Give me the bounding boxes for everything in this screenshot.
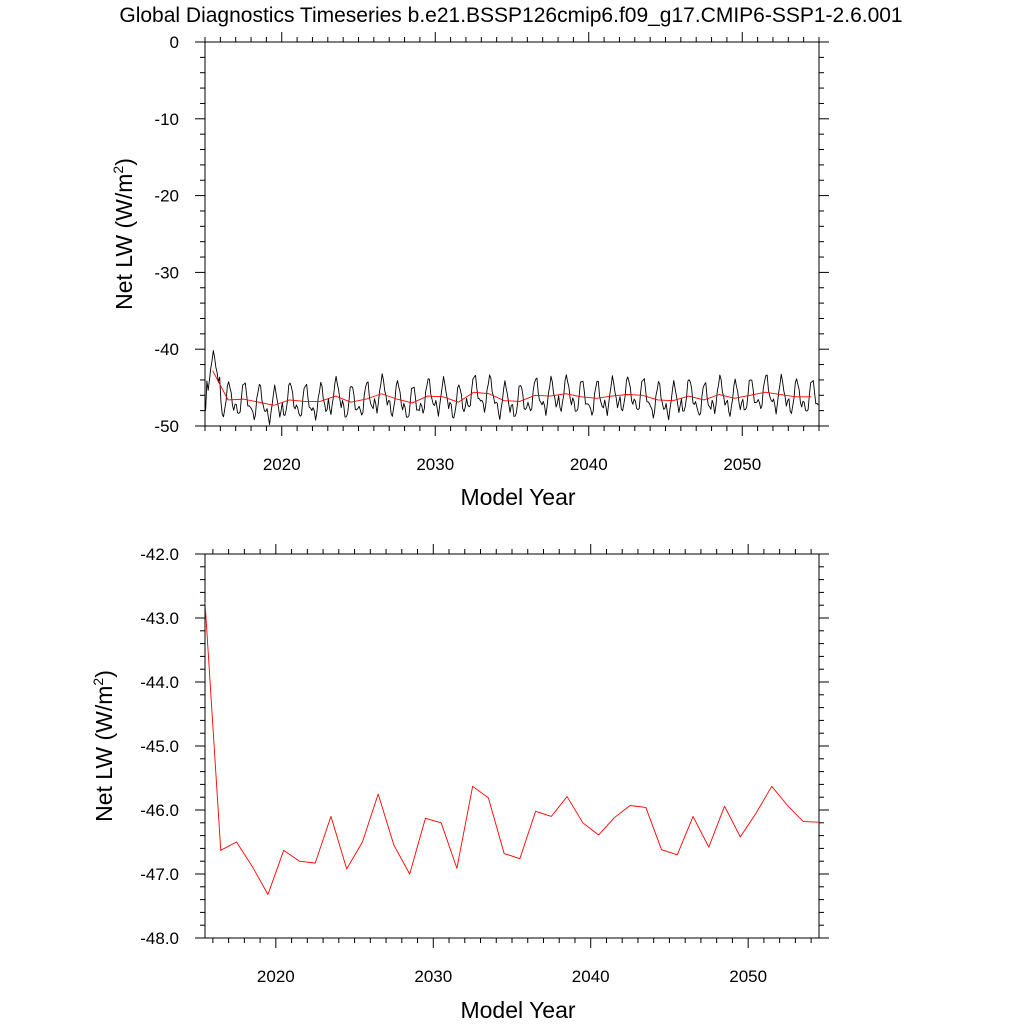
top-y-tick-label: 0 (170, 33, 179, 52)
top-panel: 2020 2030 2040 2050 0 -10 -20 -30 -40 -50 Model Ye… (110, 32, 829, 510)
bottom-x-axis-label: Model Year (460, 997, 575, 1023)
top-x-tick-label: 2050 (723, 455, 761, 474)
chart-title: Global Diagnostics Timeseries b.e21.BSSP… (119, 4, 902, 27)
bottom-y-axis-label-sup: 2 (90, 678, 106, 686)
bottom-y-axis-label: Net LW (W/m2) (90, 670, 117, 822)
bottom-x-tick-label: 2020 (257, 967, 295, 986)
bottom-x-tick-label: 2030 (414, 967, 452, 986)
top-y-tick-label: -50 (154, 417, 179, 436)
top-plot-frame (204, 41, 820, 427)
bottom-plot-frame (204, 553, 820, 939)
bottom-y-tick-label: -48.0 (140, 929, 179, 948)
bottom-y-tick-label: -43.0 (140, 609, 179, 628)
bottom-x-tick-label: 2050 (729, 967, 767, 986)
top-x-tick-label: 2020 (263, 455, 301, 474)
top-y-tick-label: -10 (154, 110, 179, 129)
top-y-axis-label-sup: 2 (110, 166, 126, 174)
bottom-panel: 2020 2030 2040 2050 -42.0 -43.0 -44.0 -45.0 -46.… (90, 544, 829, 1023)
bottom-x-tick-label: 2040 (572, 967, 610, 986)
top-y-tick-label: -20 (154, 187, 179, 206)
bottom-y-axis-label-main: Net LW (W/m (91, 686, 117, 822)
top-y-axis-label: Net LW (W/m2) (110, 158, 137, 310)
top-y-tick-label: -40 (154, 340, 179, 359)
top-y-tick-label: -30 (154, 263, 179, 282)
bottom-y-tick-label: -46.0 (140, 801, 179, 820)
bottom-series-line-annual-mean (205, 601, 819, 895)
bottom-y-tick-label: -47.0 (140, 865, 179, 884)
bottom-y-axis-label-close: ) (91, 670, 117, 678)
top-x-tick-label: 2030 (416, 455, 454, 474)
bottom-y-tick-label: -42.0 (140, 545, 179, 564)
top-x-tick-label: 2040 (570, 455, 608, 474)
bottom-y-tick-label: -45.0 (140, 737, 179, 756)
bottom-y-tick-label: -44.0 (140, 673, 179, 692)
top-y-axis-label-close: ) (111, 158, 137, 166)
top-x-axis-label: Model Year (460, 484, 575, 510)
top-y-axis-label-main: Net LW (W/m (111, 174, 137, 310)
top-series-line-monthly (205, 350, 819, 426)
top-series-line-annual-mean (212, 370, 812, 406)
